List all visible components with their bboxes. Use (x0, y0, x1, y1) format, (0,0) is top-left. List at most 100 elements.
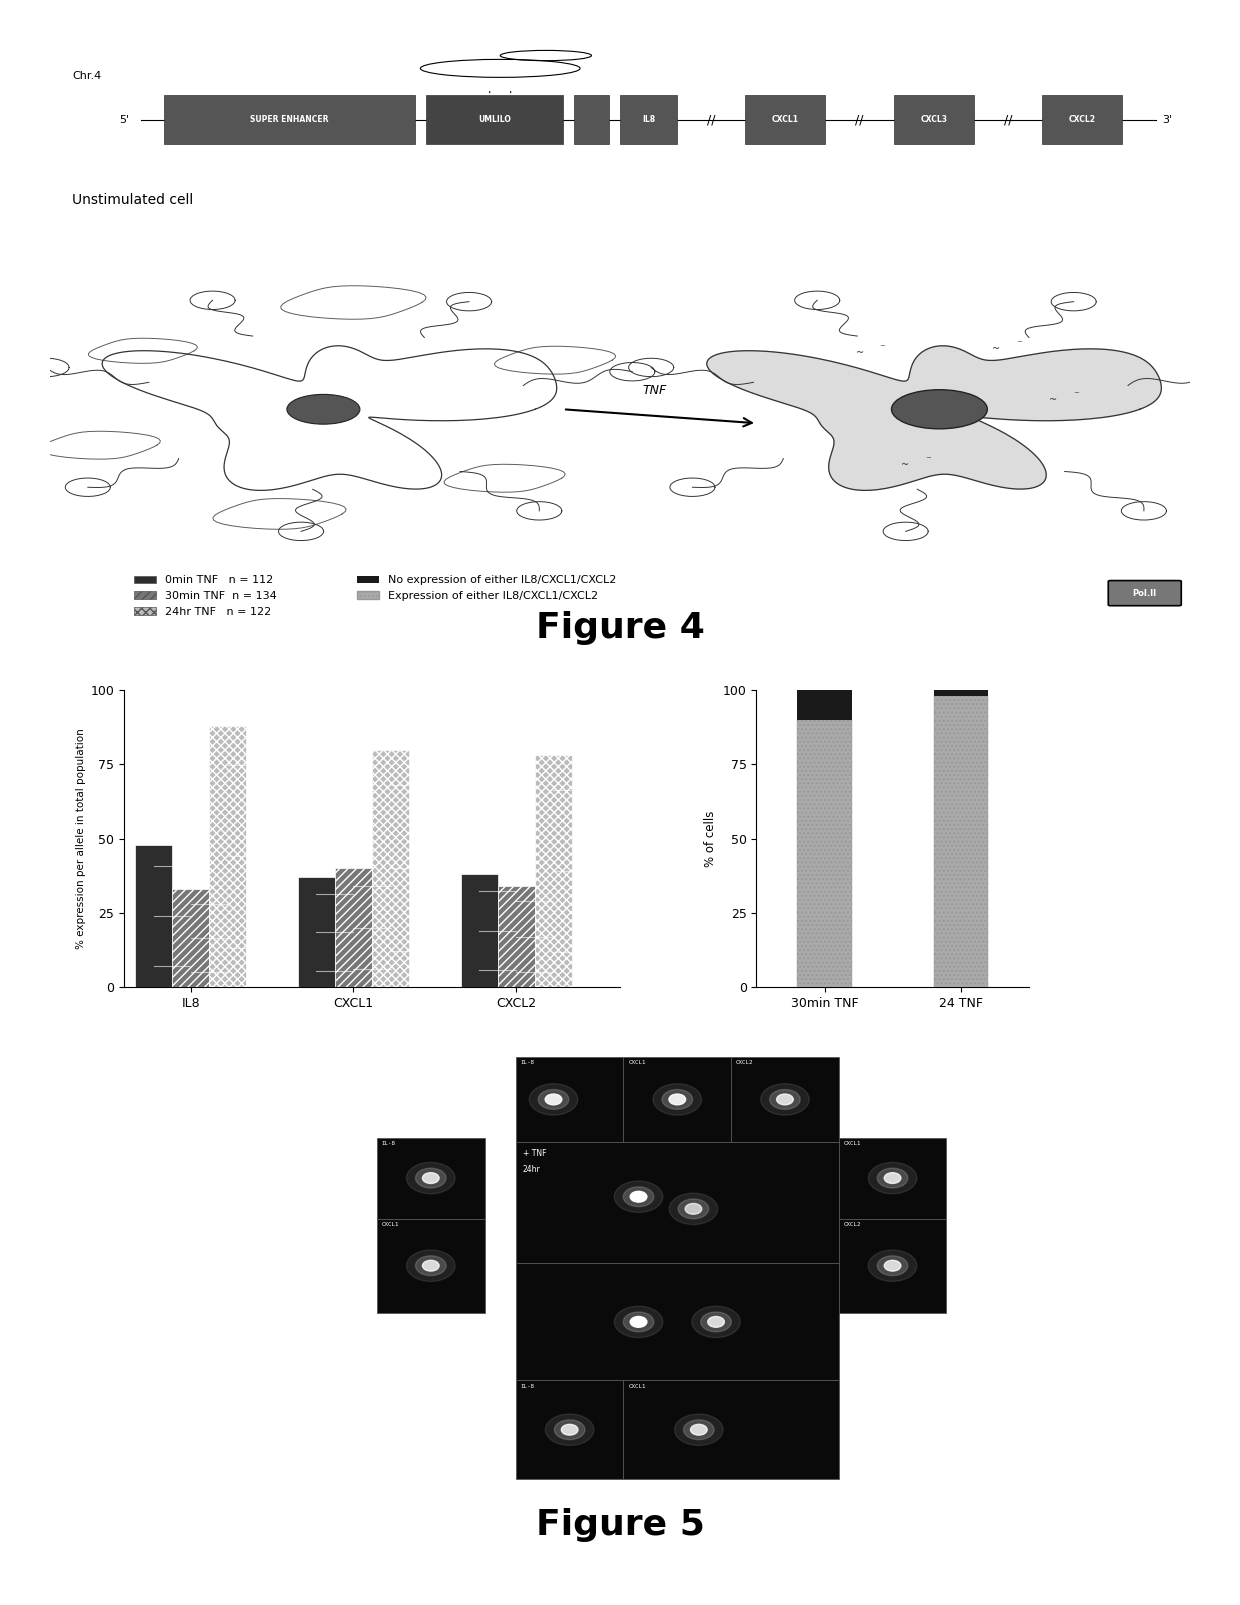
Circle shape (423, 1260, 439, 1271)
Bar (1042, 95, 1122, 144)
Circle shape (562, 1424, 578, 1435)
Circle shape (770, 1090, 800, 1109)
Text: //: // (1003, 114, 1012, 127)
Bar (516, 1056, 624, 1143)
Circle shape (877, 1255, 908, 1276)
Circle shape (415, 1255, 446, 1276)
Text: TNF: TNF (642, 384, 666, 396)
Text: Pol.II: Pol.II (1132, 589, 1157, 597)
Circle shape (546, 1095, 562, 1104)
Text: //: // (707, 114, 715, 127)
Circle shape (630, 1316, 647, 1327)
Text: Chr.4: Chr.4 (72, 71, 102, 82)
Circle shape (630, 1191, 647, 1202)
Bar (534, 756, 572, 987)
Circle shape (868, 1162, 916, 1194)
Bar (461, 875, 497, 987)
FancyBboxPatch shape (1109, 581, 1182, 605)
Circle shape (701, 1311, 732, 1332)
Polygon shape (707, 345, 1162, 491)
Text: ~: ~ (856, 348, 863, 358)
Text: Figure 4: Figure 4 (536, 612, 704, 645)
Circle shape (668, 1095, 686, 1104)
Bar (377, 1218, 485, 1313)
Bar (210, 725, 247, 987)
Circle shape (683, 1420, 714, 1440)
Text: IL8: IL8 (642, 116, 655, 124)
Bar (838, 1218, 946, 1313)
Text: Unstimulated cell: Unstimulated cell (72, 193, 193, 207)
Text: CXCL1: CXCL1 (843, 1141, 861, 1146)
Circle shape (678, 1199, 709, 1218)
Circle shape (691, 1424, 707, 1435)
Bar (745, 95, 826, 144)
Y-axis label: % of cells: % of cells (704, 811, 717, 867)
Bar (934, 697, 988, 987)
Bar (497, 886, 534, 987)
Text: Figure 5: Figure 5 (536, 1507, 704, 1542)
Bar (335, 868, 372, 987)
Circle shape (529, 1083, 578, 1115)
Text: ~: ~ (925, 456, 931, 461)
Circle shape (407, 1162, 455, 1194)
Circle shape (554, 1420, 585, 1440)
Circle shape (286, 395, 360, 424)
Text: CXCL2: CXCL2 (1069, 116, 1095, 124)
Text: CXCL3: CXCL3 (920, 116, 947, 124)
Circle shape (776, 1095, 794, 1104)
Circle shape (692, 1306, 740, 1337)
Text: CXCL2: CXCL2 (843, 1221, 861, 1228)
Circle shape (877, 1168, 908, 1188)
Text: CXCL2: CXCL2 (737, 1061, 754, 1066)
Text: CXCL1: CXCL1 (629, 1061, 646, 1066)
Circle shape (670, 1193, 718, 1225)
Bar (797, 719, 852, 987)
Circle shape (624, 1186, 653, 1207)
Text: ~: ~ (901, 461, 909, 470)
Text: //: // (856, 114, 864, 127)
Bar (164, 95, 414, 144)
Legend: 0min TNF   n = 112, 30min TNF  n = 134, 24hr TNF   n = 122: 0min TNF n = 112, 30min TNF n = 134, 24h… (129, 571, 281, 621)
Bar (516, 1380, 624, 1480)
Text: CXCL1: CXCL1 (629, 1384, 646, 1388)
Bar (172, 889, 210, 987)
Bar (797, 690, 852, 719)
Bar (934, 690, 988, 697)
Text: 3': 3' (1162, 114, 1172, 125)
Text: ~: ~ (1049, 395, 1058, 404)
Text: + TNF: + TNF (523, 1149, 547, 1157)
Bar (516, 1143, 838, 1263)
Circle shape (675, 1414, 723, 1446)
Circle shape (760, 1083, 810, 1115)
Text: IL-8: IL-8 (521, 1061, 534, 1066)
Bar (732, 1056, 838, 1143)
Circle shape (423, 1173, 439, 1183)
Circle shape (614, 1181, 663, 1212)
Circle shape (546, 1414, 594, 1446)
Bar (427, 95, 563, 144)
Text: UMLILO: UMLILO (479, 116, 511, 124)
Text: SUPER ENHANCER: SUPER ENHANCER (250, 116, 329, 124)
Bar (377, 1138, 485, 1218)
Circle shape (892, 390, 987, 429)
Text: ~: ~ (879, 343, 885, 350)
Bar (298, 878, 335, 987)
Text: CXCL1: CXCL1 (773, 116, 799, 124)
Circle shape (868, 1250, 916, 1281)
Bar (516, 1263, 838, 1380)
Text: ~: ~ (1074, 390, 1079, 396)
Circle shape (662, 1090, 693, 1109)
Text: IL-8: IL-8 (521, 1384, 534, 1388)
Bar (135, 844, 172, 987)
Text: ~: ~ (992, 343, 1001, 353)
Circle shape (884, 1173, 901, 1183)
Circle shape (614, 1306, 663, 1337)
Bar (624, 1380, 838, 1480)
Bar (624, 1056, 732, 1143)
Bar (372, 750, 409, 987)
Y-axis label: % expression per allele in total population: % expression per allele in total populat… (76, 729, 87, 949)
Bar (894, 95, 973, 144)
Text: ~: ~ (1017, 339, 1022, 345)
Text: 24hr: 24hr (523, 1165, 541, 1173)
Circle shape (415, 1168, 446, 1188)
